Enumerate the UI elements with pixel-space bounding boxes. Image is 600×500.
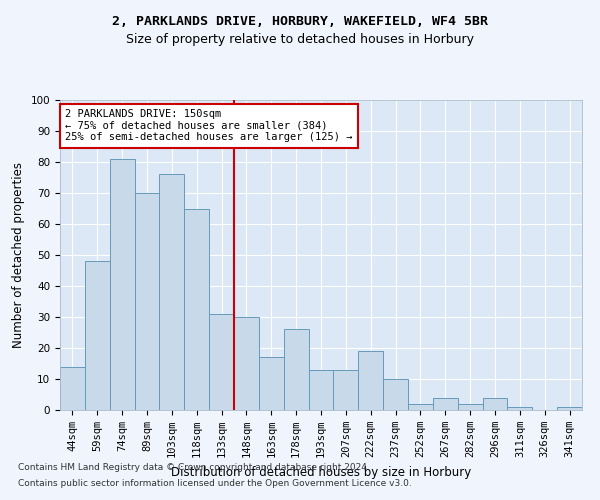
Text: 2 PARKLANDS DRIVE: 150sqm
← 75% of detached houses are smaller (384)
25% of semi: 2 PARKLANDS DRIVE: 150sqm ← 75% of detac… bbox=[65, 110, 353, 142]
Bar bbox=[334, 370, 358, 410]
Bar bbox=[85, 261, 110, 410]
Bar bbox=[458, 404, 482, 410]
Bar bbox=[358, 351, 383, 410]
Bar bbox=[259, 358, 284, 410]
Y-axis label: Number of detached properties: Number of detached properties bbox=[12, 162, 25, 348]
Bar bbox=[134, 193, 160, 410]
Bar bbox=[308, 370, 334, 410]
Bar bbox=[209, 314, 234, 410]
Text: Contains public sector information licensed under the Open Government Licence v3: Contains public sector information licen… bbox=[18, 478, 412, 488]
Bar bbox=[110, 159, 134, 410]
Bar bbox=[482, 398, 508, 410]
X-axis label: Distribution of detached houses by size in Horbury: Distribution of detached houses by size … bbox=[171, 466, 471, 478]
Bar bbox=[433, 398, 458, 410]
Text: Size of property relative to detached houses in Horbury: Size of property relative to detached ho… bbox=[126, 32, 474, 46]
Bar bbox=[557, 407, 582, 410]
Bar bbox=[160, 174, 184, 410]
Bar bbox=[234, 317, 259, 410]
Bar bbox=[383, 379, 408, 410]
Bar bbox=[408, 404, 433, 410]
Bar bbox=[184, 208, 209, 410]
Bar bbox=[508, 407, 532, 410]
Text: Contains HM Land Registry data © Crown copyright and database right 2024.: Contains HM Land Registry data © Crown c… bbox=[18, 464, 370, 472]
Bar bbox=[284, 330, 308, 410]
Bar bbox=[60, 366, 85, 410]
Text: 2, PARKLANDS DRIVE, HORBURY, WAKEFIELD, WF4 5BR: 2, PARKLANDS DRIVE, HORBURY, WAKEFIELD, … bbox=[112, 15, 488, 28]
